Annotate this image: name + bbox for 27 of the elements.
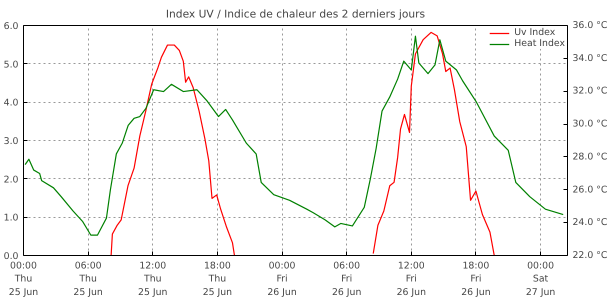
x-tick-label: 12:00 Thu 25 Jun xyxy=(138,260,168,298)
y-tick-label: 5.0 xyxy=(4,59,19,70)
y2-tick-label: 26.0 °C xyxy=(572,184,608,196)
y2-tick-label: 32.0 °C xyxy=(572,86,608,97)
y2-tick-label: 22.0 °C xyxy=(572,250,608,261)
x-tick-label: 00:00 Fri 26 Jun xyxy=(267,260,297,298)
y-tick-label: 0.0 xyxy=(4,251,19,262)
y-tick-label: 3.0 xyxy=(4,136,19,147)
legend-label: Uv Index xyxy=(514,27,556,38)
y2-tick-label: 34.0 °C xyxy=(572,52,608,64)
y2-tick-label: 30.0 °C xyxy=(572,118,608,130)
y2-tick-label: 36.0 °C xyxy=(572,20,608,31)
y2-tick-label: 24.0 °C xyxy=(572,217,608,228)
y2-tick-label: 28.0 °C xyxy=(572,151,608,162)
y-tick-label: 1.0 xyxy=(4,212,19,224)
y-tick-label: 6.0 xyxy=(4,21,19,32)
x-tick-label: 18:00 Fri 26 Jun xyxy=(461,260,491,298)
x-tick-label: 18:00 Thu 25 Jun xyxy=(202,260,232,298)
legend-label: Heat Index xyxy=(514,38,565,49)
chart-title: Index UV / Indice de chaleur des 2 derniers jours xyxy=(166,8,426,20)
x-tick-label: 00:00 Thu 25 Jun xyxy=(8,260,38,298)
x-tick-label: 00:00 Sat 27 Jun xyxy=(526,260,556,298)
y-tick-label: 4.0 xyxy=(4,98,19,109)
x-tick-label: 12:00 Fri 26 Jun xyxy=(396,260,426,298)
x-tick-label: 06:00 Fri 26 Jun xyxy=(332,260,362,298)
x-tick-label: 06:00 Thu 25 Jun xyxy=(73,260,103,298)
y-tick-label: 2.0 xyxy=(4,174,19,186)
